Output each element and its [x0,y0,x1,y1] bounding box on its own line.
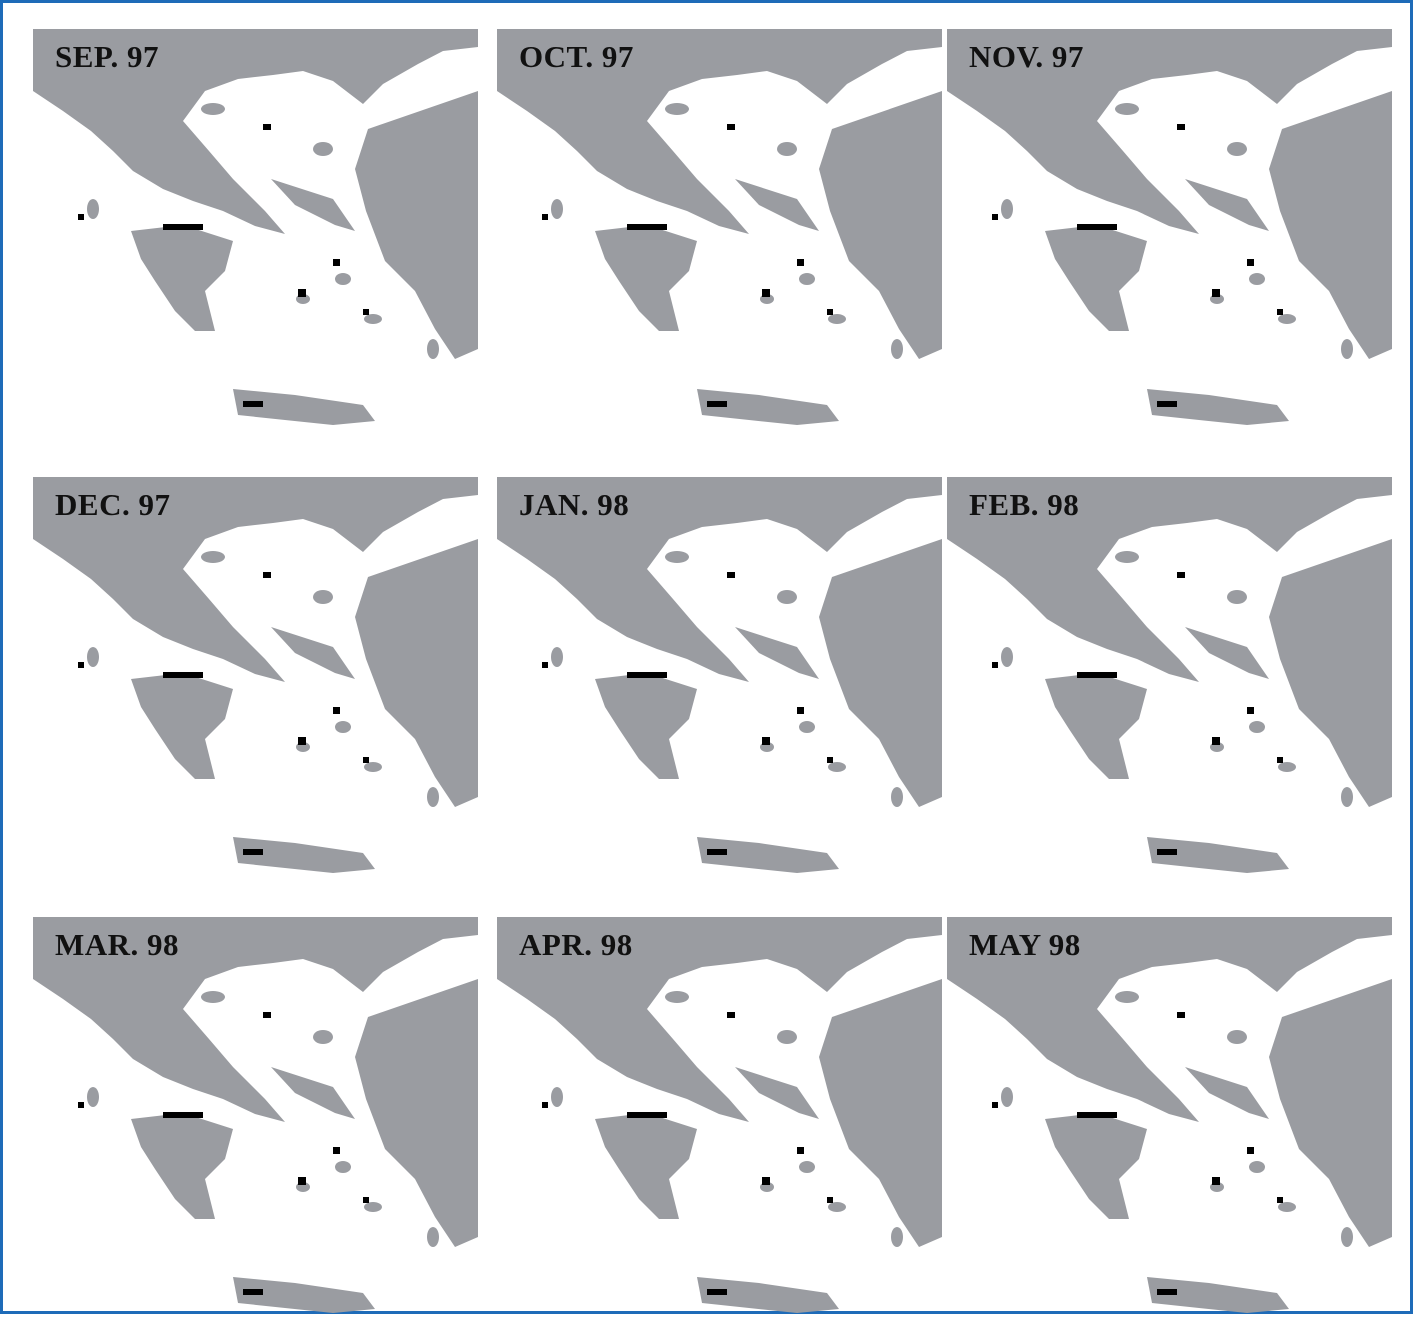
map [497,29,942,439]
map-panel: APR. 98 [497,917,942,1327]
map-shape [497,29,942,425]
map-shape [497,477,942,873]
map-shape [497,917,942,1313]
map-shape [33,477,478,873]
map-shape [947,477,1392,873]
panel-label: OCT. 97 [519,39,634,75]
map [947,917,1392,1327]
panel-label: DEC. 97 [55,487,170,523]
panel-label: MAY 98 [969,927,1081,963]
panel-label: FEB. 98 [969,487,1079,523]
map-shape [947,917,1392,1313]
map [947,29,1392,439]
figure: SEP. 97 OCT. 97 NOV. 97 DEC. 97 JAN. 98 FEB. … [0,0,1413,1314]
panel-label: APR. 98 [519,927,633,963]
map-shape [33,917,478,1313]
map-panel: SEP. 97 [33,29,478,439]
map-shape [33,29,478,425]
map-panel: FEB. 98 [947,477,1392,887]
map [497,477,942,887]
panel-label: JAN. 98 [519,487,629,523]
map [497,917,942,1327]
panel-label: SEP. 97 [55,39,159,75]
map [33,477,478,887]
map-panel: JAN. 98 [497,477,942,887]
map-panel: DEC. 97 [33,477,478,887]
map-panel: MAR. 98 [33,917,478,1327]
map [33,29,478,439]
map [947,477,1392,887]
panel-label: MAR. 98 [55,927,179,963]
map-panel: MAY 98 [947,917,1392,1327]
map-panel: OCT. 97 [497,29,942,439]
map [33,917,478,1327]
panel-label: NOV. 97 [969,39,1084,75]
map-shape [947,29,1392,425]
map-panel: NOV. 97 [947,29,1392,439]
